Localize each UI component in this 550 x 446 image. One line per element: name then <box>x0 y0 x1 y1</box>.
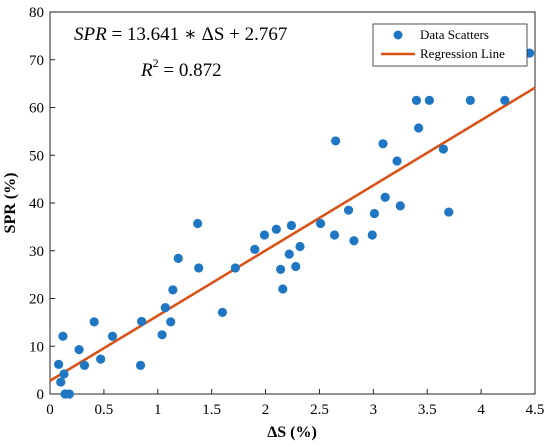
regression-line <box>49 86 536 382</box>
equation-rhs: = 13.641 ∗ ΔS + 2.767 <box>107 24 288 45</box>
legend-marker-scatter <box>393 30 403 40</box>
data-point <box>217 307 228 317</box>
data-point <box>278 284 288 294</box>
data-point <box>259 230 270 240</box>
data-point <box>137 316 147 327</box>
data-point <box>58 331 68 341</box>
data-point <box>168 285 178 295</box>
data-point <box>378 139 388 149</box>
data-point <box>166 317 176 327</box>
legend-label-scatter: Data Scatters <box>420 27 489 42</box>
data-point <box>64 389 74 399</box>
x-tick-label: 3.5 <box>418 402 437 418</box>
data-point <box>107 331 118 341</box>
y-tick-label: 60 <box>29 101 44 117</box>
data-point <box>369 208 380 219</box>
scatter-points <box>54 48 535 399</box>
y-tick-label: 40 <box>29 196 44 212</box>
y-tick-label: 20 <box>29 292 44 308</box>
x-axis-title: ΔS (%) <box>267 424 317 441</box>
x-tick-label: 4.5 <box>526 402 545 418</box>
r2-rhs: = 0.872 <box>159 60 222 81</box>
data-point <box>295 241 305 252</box>
data-point <box>286 220 297 231</box>
data-point <box>276 264 286 274</box>
y-tick-label: 30 <box>29 244 44 260</box>
data-point <box>193 218 203 229</box>
data-point <box>194 263 204 273</box>
data-point <box>343 205 354 215</box>
data-point <box>331 136 341 146</box>
data-point <box>59 369 69 379</box>
data-point <box>465 95 475 105</box>
data-point <box>414 123 424 133</box>
r-squared: R2 = 0.872 <box>140 56 222 81</box>
y-tick-label: 80 <box>29 5 44 21</box>
data-point <box>230 263 240 273</box>
x-tick-label: 1 <box>154 402 162 418</box>
data-point <box>500 95 510 105</box>
data-point <box>424 95 434 105</box>
y-tick-label: 70 <box>29 53 44 69</box>
data-point <box>411 95 422 105</box>
data-point <box>349 236 359 246</box>
legend: Data Scatters Regression Line <box>372 23 528 67</box>
x-tick-label: 2.5 <box>310 402 329 418</box>
y-axis-title: SPR (%) <box>2 173 19 234</box>
data-point <box>380 192 390 202</box>
data-point <box>173 253 183 263</box>
data-point <box>291 261 301 272</box>
data-point <box>438 144 448 154</box>
data-point <box>89 317 99 327</box>
data-point <box>74 344 84 355</box>
data-point <box>367 230 377 240</box>
x-tick-label: 1.5 <box>202 402 221 418</box>
regression-equation: SPR = 13.641 ∗ ΔS + 2.767 <box>74 24 287 45</box>
data-point <box>395 201 405 211</box>
data-point <box>96 354 106 364</box>
data-point <box>284 249 294 259</box>
x-tick-label: 2 <box>262 402 270 418</box>
data-point <box>444 207 454 217</box>
y-tick-label: 0 <box>37 387 45 403</box>
data-point <box>79 360 90 370</box>
axis-ticks <box>49 11 536 395</box>
legend-label-regression: Regression Line <box>420 46 505 61</box>
r2-lhs: R <box>140 60 153 81</box>
data-point <box>135 360 146 370</box>
axis-tick-labels: 0 0.5 1 1.5 2 2.5 3 3.5 4 4.5 0 10 20 30 40 50 60 70 80 <box>29 5 544 418</box>
data-point <box>329 230 340 240</box>
y-tick-label: 10 <box>29 339 44 355</box>
x-tick-label: 0 <box>46 402 54 418</box>
data-point <box>250 244 260 254</box>
x-tick-label: 4 <box>477 402 485 418</box>
equation-lhs: SPR <box>74 24 107 45</box>
data-point <box>157 330 167 340</box>
data-point <box>54 359 64 369</box>
data-point <box>392 156 402 166</box>
data-point <box>160 302 170 313</box>
data-point <box>56 377 66 387</box>
r2-superscript: 2 <box>153 56 159 70</box>
y-tick-label: 50 <box>29 148 44 164</box>
x-tick-label: 3 <box>370 402 378 418</box>
x-tick-label: 0.5 <box>95 402 114 418</box>
data-point <box>315 218 326 229</box>
data-point <box>271 224 281 234</box>
